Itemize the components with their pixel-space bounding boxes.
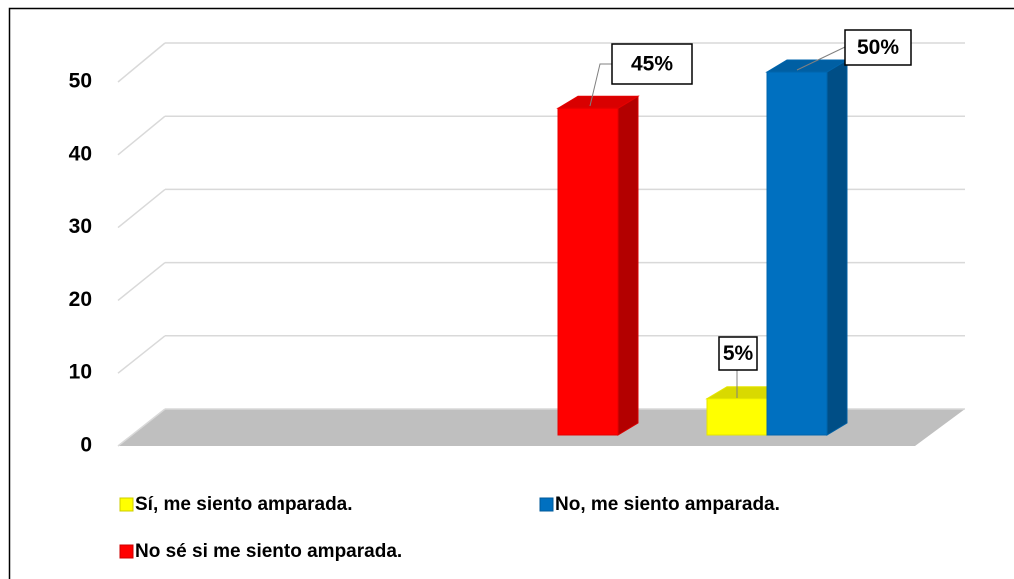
data-label-box [718,336,758,371]
grid-line [117,262,166,301]
legend-swatch [539,497,554,512]
grid-line [117,335,166,374]
bar [557,107,619,436]
legend-label: Sí, me siento amparada. [135,494,353,515]
data-label: 50% [857,36,899,59]
grid-line [117,188,166,229]
grid-line [117,42,166,83]
data-label-box [844,29,912,66]
leader-line [589,63,612,107]
y-tick-label: 40 [69,142,92,165]
data-label: 5% [723,342,754,365]
data-label-box [611,43,693,85]
legend-swatch [119,497,134,512]
legend-label: No sé si me siento amparada. [135,541,402,562]
y-tick-label: 0 [80,434,92,457]
y-tick-label: 30 [69,215,92,238]
grid-line [117,408,166,447]
legend-swatch [119,544,134,559]
y-tick-label: 50 [69,70,92,93]
leader-line [796,46,846,71]
bar-side [826,59,848,436]
data-label: 45% [631,53,673,76]
y-tick-label: 20 [69,288,92,311]
y-tick-label: 10 [69,361,92,384]
legend-label: No, me siento amparada. [555,494,780,515]
bar [766,71,828,436]
bar-side [617,95,639,436]
grid-line [117,115,166,156]
bar [706,398,768,436]
